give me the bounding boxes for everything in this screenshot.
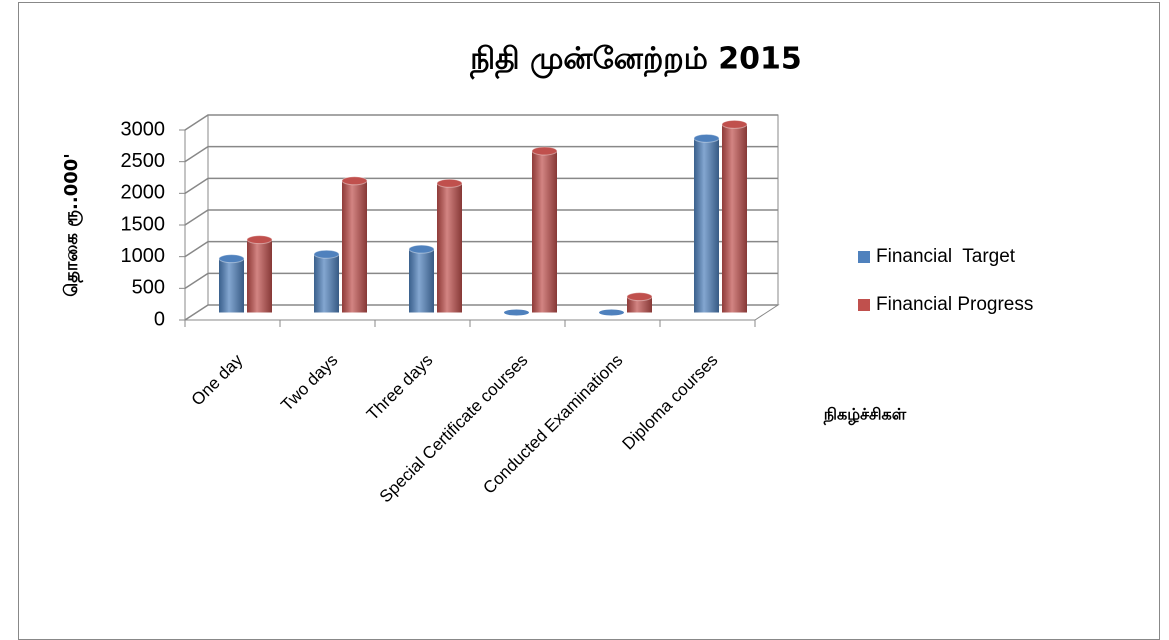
x-axis-label: நிகழ்ச்சிகள் [823, 405, 907, 425]
bar-group [721, 119, 748, 313]
bar-top [341, 176, 368, 186]
y-axis-label: தொகை ரூ..000' [61, 153, 84, 297]
y-tick-label: 500 [132, 277, 165, 299]
y-tick-label: 1000 [121, 245, 166, 267]
bar-shade [627, 296, 652, 313]
y-tick-label: 0 [154, 308, 165, 330]
y-tick-label: 3000 [121, 118, 166, 140]
bar-top [693, 133, 720, 143]
bar-group [218, 254, 245, 313]
bar-group [246, 235, 273, 313]
bar [599, 309, 624, 316]
y-tick-label: 2500 [121, 150, 166, 172]
bar-shade [247, 239, 272, 313]
bar-shade [219, 258, 244, 313]
chart-frame [18, 2, 1160, 640]
bar-top [246, 235, 273, 245]
grid-line [184, 272, 778, 289]
bar-group [626, 292, 653, 313]
bar [504, 309, 529, 316]
bar-group [599, 309, 624, 316]
legend-label: Financial Target [876, 246, 1016, 267]
grid-line [184, 177, 778, 194]
bar-group [408, 244, 435, 313]
bar-shade [314, 254, 339, 313]
bar-group [693, 133, 720, 313]
bar-group [341, 176, 368, 313]
legend-swatch [858, 251, 870, 263]
chart-title: நிதி முன்னேற்றம் 2015 [469, 42, 802, 80]
grid-line [184, 114, 778, 131]
legend-label: Financial Progress [876, 294, 1033, 315]
bar-top [408, 244, 435, 254]
bar-shade [437, 183, 462, 313]
bar-shade [409, 249, 434, 313]
bar-shade [532, 151, 557, 313]
bar-shade [342, 180, 367, 313]
bar-top [721, 119, 748, 129]
bar-shade [722, 124, 747, 313]
grid-line [184, 209, 778, 226]
bar-top [436, 178, 463, 188]
y-tick-label: 1500 [121, 213, 166, 235]
bar-group [531, 146, 558, 313]
grid-line [184, 240, 778, 258]
grid-line [184, 304, 778, 321]
legend-swatch [858, 299, 870, 311]
y-tick-label: 2000 [121, 182, 166, 204]
bar-top [626, 292, 653, 302]
bar-top [313, 249, 340, 259]
bar-group [504, 309, 529, 316]
bar-top [531, 146, 558, 156]
bar-shade [694, 138, 719, 313]
bar-group [313, 249, 340, 313]
bar-group [436, 178, 463, 313]
grid-line [184, 145, 778, 163]
bar-top [218, 254, 245, 264]
